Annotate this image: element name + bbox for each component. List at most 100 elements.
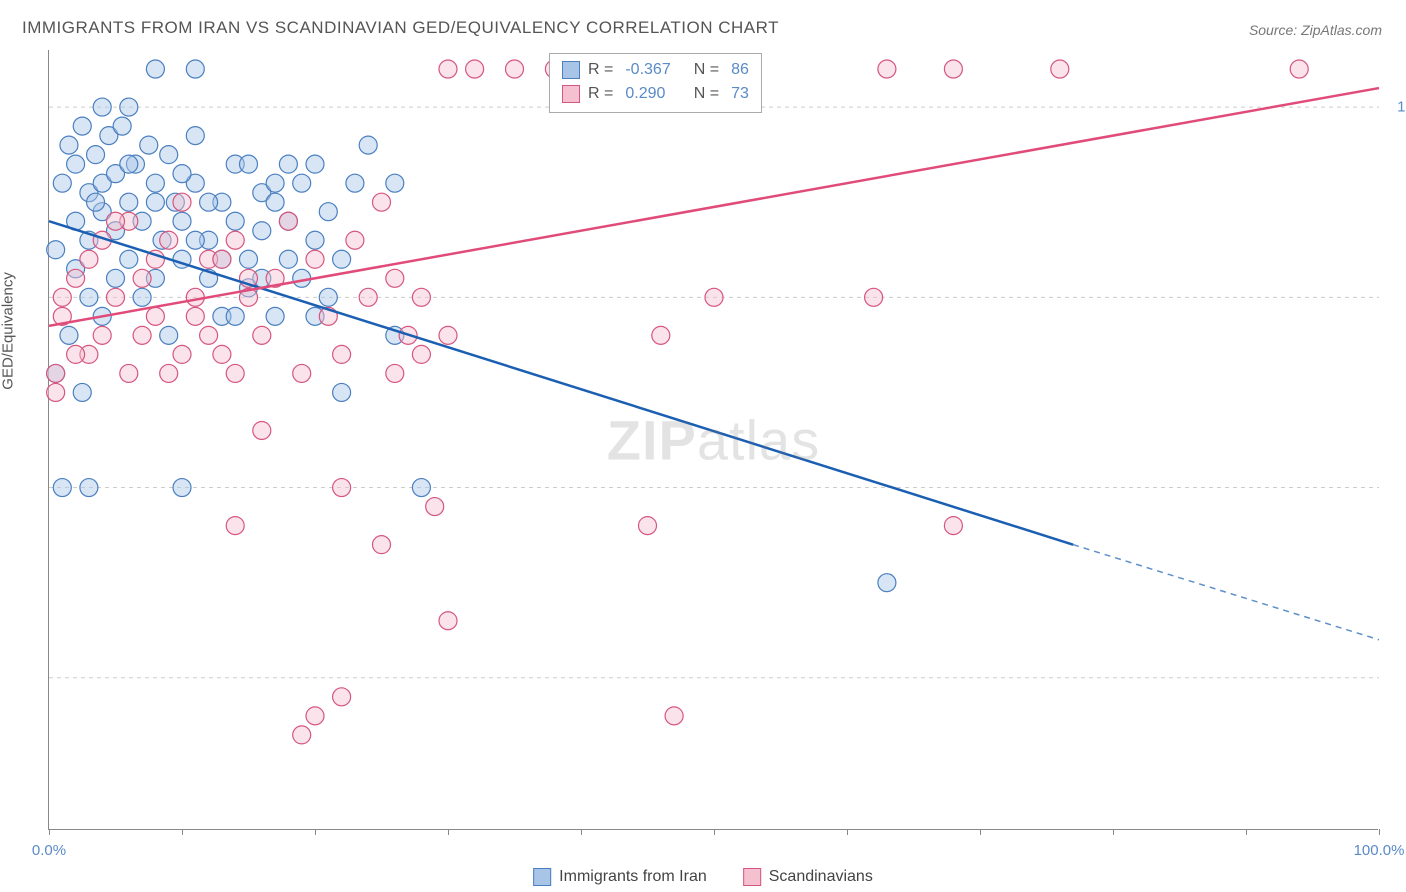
scatter-point [173,212,191,230]
legend-series-label: Immigrants from Iran [559,868,707,886]
scatter-point [173,345,191,363]
y-tick-label: 70.0% [1388,669,1406,686]
scatter-point [1051,60,1069,78]
scatter-point [240,250,258,268]
scatter-point [253,326,271,344]
legend-row: R =0.290 N =73 [562,82,749,106]
scatter-point [160,326,178,344]
scatter-point [173,479,191,497]
legend-row: R =-0.367 N =86 [562,58,749,82]
scatter-point [279,212,297,230]
scatter-point [160,146,178,164]
x-tick [714,829,715,835]
scatter-point [67,269,85,287]
scatter-point [53,288,71,306]
scatter-point [226,307,244,325]
legend-swatch [562,85,580,103]
x-tick [581,829,582,835]
plot-area: ZIPatlas R =-0.367 N =86R =0.290 N =73 7… [48,50,1378,830]
scatter-point [87,193,105,211]
scatter-point [266,307,284,325]
scatter-point [146,174,164,192]
x-tick [49,829,50,835]
regression-line [49,221,1073,544]
scatter-point [80,288,98,306]
scatter-point [47,364,65,382]
scatter-point [200,193,218,211]
scatter-point [133,269,151,287]
scatter-point [160,231,178,249]
scatter-point [665,707,683,725]
scatter-point [186,307,204,325]
scatter-point [186,127,204,145]
scatter-point [173,165,191,183]
legend-item: Immigrants from Iran [533,868,707,886]
legend-n-value: 73 [731,82,749,106]
scatter-point [293,726,311,744]
scatter-point [373,193,391,211]
scatter-point [107,212,125,230]
scatter-point [306,250,324,268]
x-tick [1113,829,1114,835]
scatter-point [113,117,131,135]
legend-swatch [743,868,761,886]
scatter-point [346,231,364,249]
x-tick [448,829,449,835]
scatter-point [226,231,244,249]
y-tick-label: 100.0% [1388,99,1406,116]
scatter-point [705,288,723,306]
scatter-point [120,155,138,173]
scatter-point [293,364,311,382]
scatter-point [878,574,896,592]
scatter-point [359,136,377,154]
scatter-point [200,326,218,344]
scatter-point [73,117,91,135]
legend-series-label: Scandinavians [769,868,873,886]
scatter-point [67,155,85,173]
scatter-point [944,60,962,78]
scatter-point [93,98,111,116]
scatter-point [133,288,151,306]
scatter-point [107,269,125,287]
legend-n-label: N = [689,82,719,106]
y-tick-label: 90.0% [1388,289,1406,306]
legend-r-label: R = [588,58,613,82]
scatter-point [1290,60,1308,78]
scatter-point [426,498,444,516]
scatter-point [279,155,297,173]
legend-r-value: -0.367 [625,58,681,82]
scatter-point [60,326,78,344]
scatter-point [266,193,284,211]
x-tick-label: 100.0% [1354,842,1405,859]
scatter-point [266,174,284,192]
scatter-point [253,421,271,439]
scatter-point [386,174,404,192]
scatter-point [439,326,457,344]
scatter-point [47,241,65,259]
scatter-point [386,364,404,382]
scatter-point [346,174,364,192]
scatter-point [865,288,883,306]
scatter-point [53,479,71,497]
x-tick [315,829,316,835]
scatter-point [226,364,244,382]
scatter-point [412,345,430,363]
source-attribution: Source: ZipAtlas.com [1249,22,1382,38]
x-tick [182,829,183,835]
legend-n-value: 86 [731,58,749,82]
scatter-point [253,222,271,240]
scatter-point [279,250,297,268]
scatter-point [652,326,670,344]
scatter-point [333,383,351,401]
x-tick [847,829,848,835]
scatter-point [306,707,324,725]
scatter-point [133,326,151,344]
scatter-point [173,193,191,211]
scatter-point [107,288,125,306]
scatter-point [60,136,78,154]
scatter-point [53,174,71,192]
scatter-point [226,517,244,535]
scatter-point [120,193,138,211]
scatter-point [466,60,484,78]
scatter-point [146,307,164,325]
